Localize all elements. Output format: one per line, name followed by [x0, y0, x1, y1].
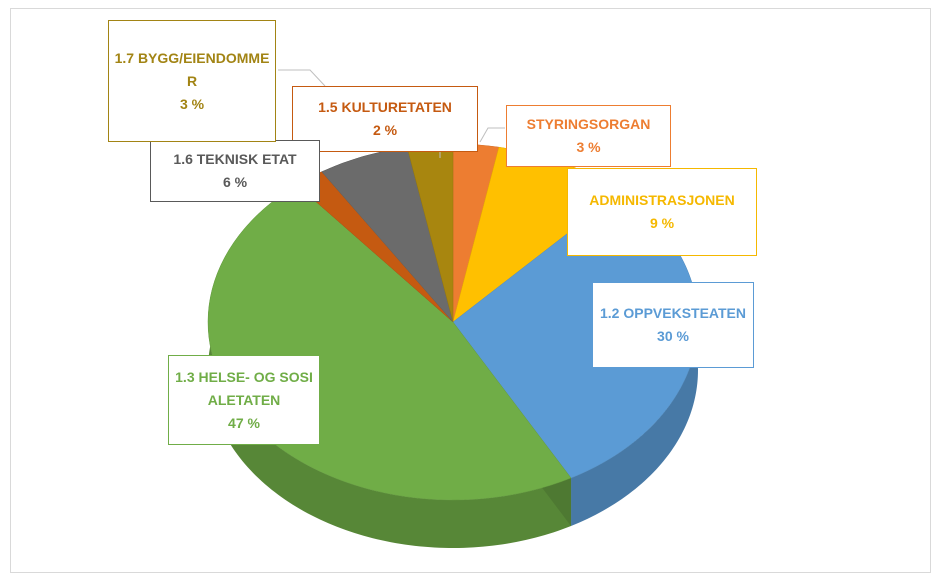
label-value: 3 %: [576, 139, 601, 155]
label-value: 6 %: [222, 174, 248, 190]
label-name: 1.6 TEKNISK ETAT: [173, 151, 297, 167]
data-label: 1.5 KULTURETATEN 2 %: [292, 86, 478, 152]
data-label: ADMINISTRASJONEN 9 %: [567, 168, 757, 256]
label-value: 2 %: [372, 122, 398, 138]
label-name: 1.7 BYGG/EIENDOMMER: [114, 49, 270, 89]
label-value: 30 %: [657, 328, 689, 344]
data-label: 1.3 HELSE- OG SOSIALETATEN 47 %: [168, 355, 320, 445]
data-label: 1.2 OPPVEKSTEATEN 30 %: [592, 282, 754, 368]
label-name: 1.3 HELSE- OG SOSIALETATEN: [175, 368, 313, 408]
label-name: 1.2 OPPVEKSTEATEN: [599, 305, 746, 321]
chart-border: [10, 8, 931, 573]
leader-line: [278, 69, 326, 87]
leader-line: [479, 127, 505, 143]
data-label: 1.6 TEKNISK ETAT 6 %: [150, 140, 320, 202]
label-value: 9 %: [649, 215, 675, 231]
label-name: ADMINISTRASJONEN: [589, 192, 735, 208]
slice-side: [208, 184, 572, 548]
data-label: 1.7 BYGG/EIENDOMMER 3 %: [108, 20, 276, 142]
label-value: 3 %: [179, 95, 205, 112]
label-name: STYRINGSORGAN: [526, 116, 651, 132]
data-label: STYRINGSORGAN 3 %: [506, 105, 671, 167]
label-value: 47 %: [228, 414, 260, 431]
pie: [207, 143, 699, 548]
label-name: 1.5 KULTURETATEN: [318, 99, 452, 115]
